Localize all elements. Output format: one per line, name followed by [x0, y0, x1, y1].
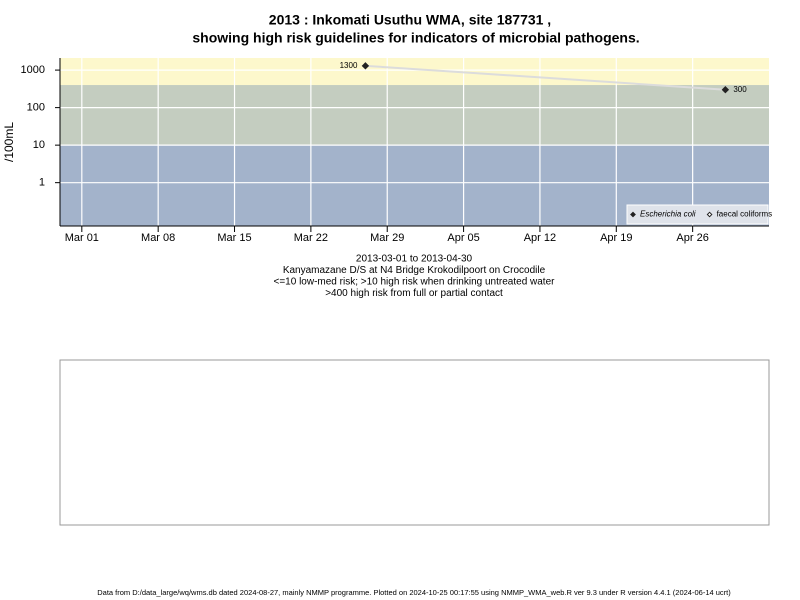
x-tick-label: Apr 05: [447, 232, 479, 244]
footer: Data from D:/data_large/wq/wms.db dated …: [97, 588, 731, 597]
legend-marker: [630, 211, 636, 218]
risk-band: [60, 58, 769, 86]
legend-marker: [706, 211, 713, 218]
y-tick-label: 1: [39, 177, 45, 189]
x-tick-label: Mar 22: [294, 232, 328, 244]
data-point: [361, 62, 370, 70]
legend-label: faecal coliforms: [717, 210, 773, 219]
y-axis-label: /100mL: [2, 122, 16, 162]
y-tick-label: 100: [27, 102, 45, 114]
x-axis-label: Kanyamazane D/S at N4 Bridge Krokodilpoo…: [283, 265, 546, 276]
legend-label: Escherichia coli: [640, 210, 696, 219]
data-label: 1300: [340, 61, 358, 70]
x-tick-label: Mar 15: [217, 232, 251, 244]
x-axis-label: <=10 low-med risk; >10 high risk when dr…: [274, 277, 556, 288]
y-tick-label: 10: [33, 139, 45, 151]
x-tick-label: Mar 01: [65, 232, 99, 244]
data-label: 300: [733, 85, 747, 94]
x-axis-label: 2013-03-01 to 2013-04-30: [356, 254, 473, 265]
data-point: [721, 86, 730, 94]
x-tick-label: Apr 12: [524, 232, 556, 244]
x-tick-label: Mar 29: [370, 232, 404, 244]
chart-subtitle: showing high risk guidelines for indicat…: [192, 30, 639, 46]
risk-band: [60, 85, 769, 146]
y-tick-label: 1000: [21, 64, 45, 76]
series-line: [365, 64, 726, 91]
x-tick-label: Apr 19: [600, 232, 632, 244]
legend-box: [626, 204, 769, 225]
empty-panel: [59, 359, 770, 526]
x-tick-label: Mar 08: [141, 232, 175, 244]
chart-title: 2013 : Inkomati Usuthu WMA, site 187731 …: [269, 12, 551, 28]
x-tick-label: Apr 26: [676, 232, 708, 244]
x-axis-label: >400 high risk from full or partial cont…: [325, 288, 503, 299]
